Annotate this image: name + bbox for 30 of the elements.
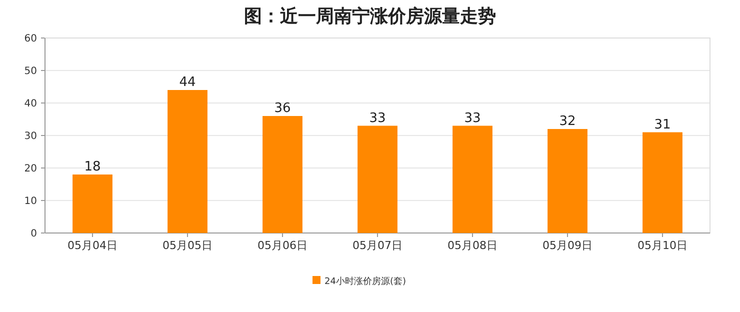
bar [548,129,588,233]
x-tick-label: 05月07日 [352,239,402,252]
x-tick-label: 05月09日 [542,239,592,252]
x-tick-label: 05月08日 [448,239,498,252]
y-tick-label: 20 [24,164,37,174]
bar [72,174,112,233]
data-label: 36 [274,101,291,116]
y-tick-label: 50 [24,66,37,77]
data-label: 32 [559,114,576,129]
data-label: 33 [369,110,386,126]
bar [358,126,398,233]
bar [642,132,682,233]
data-label: 44 [179,75,196,90]
chart-title: 图：近一周南宁涨价房源量走势 [244,6,496,27]
x-tick-label: 05月04日 [68,239,118,252]
bar [262,116,302,233]
data-label: 18 [84,160,101,174]
y-tick-label: 60 [24,34,37,44]
bar [168,90,208,233]
y-tick-label: 10 [24,196,37,207]
y-tick-label: 40 [24,98,37,110]
y-tick-label: 0 [30,228,37,240]
x-tick-label: 05月10日 [638,239,688,252]
legend-label: 24小时涨价房源(套) [324,276,406,287]
data-label: 31 [654,117,671,132]
x-tick-label: 05月06日 [258,239,308,252]
x-tick-label: 05月05日 [162,239,212,252]
data-label: 33 [464,110,481,126]
y-tick-label: 30 [24,131,37,142]
bar [452,126,492,233]
